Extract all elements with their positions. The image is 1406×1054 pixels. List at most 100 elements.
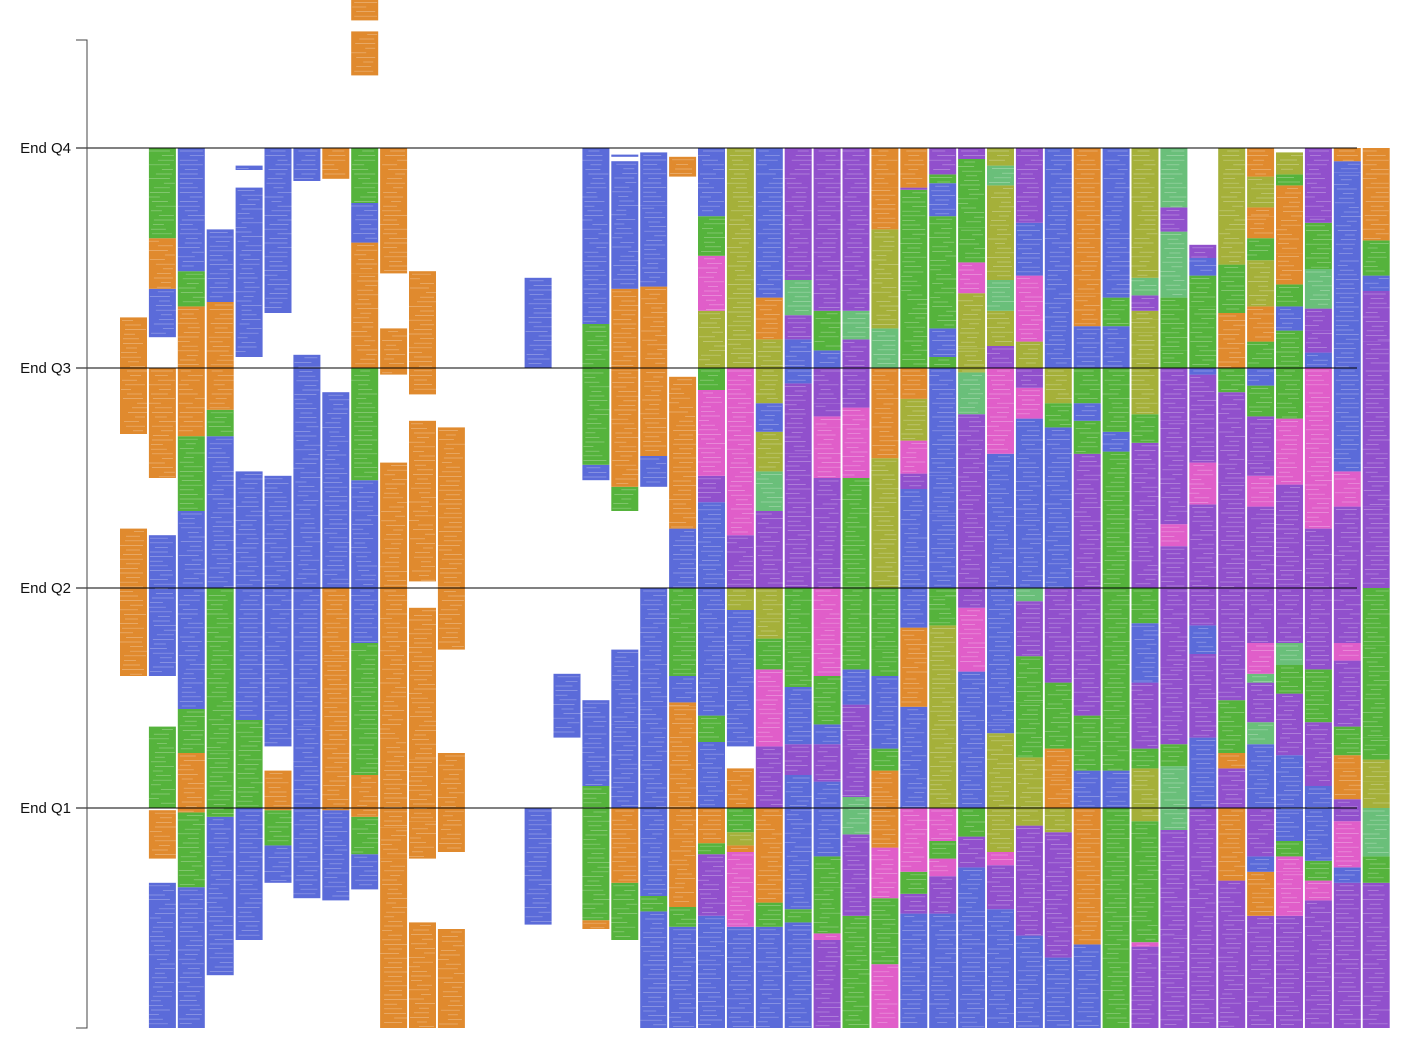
- bar-column-9: [351, 0, 379, 890]
- bar-segment: [871, 748, 899, 771]
- bar-segment: [842, 148, 870, 311]
- bar-segment: [958, 836, 986, 868]
- bar-segment: [755, 926, 783, 1028]
- bar-segment: [900, 627, 928, 676]
- bar-column-24: [784, 148, 812, 1028]
- bar-segment: [582, 700, 610, 731]
- bar-segment: [813, 744, 841, 782]
- bar-segment: [958, 293, 986, 349]
- bar-segment: [1044, 368, 1072, 404]
- bar-segment: [293, 354, 321, 588]
- bar-segment: [669, 702, 697, 707]
- bar-segment: [813, 403, 841, 417]
- bar-segment: [611, 882, 639, 940]
- bar-segment: [987, 865, 1014, 910]
- bar-segment: [958, 372, 986, 415]
- bar-segment: [351, 588, 379, 643]
- bar-segment: [726, 852, 754, 927]
- bar-segment: [784, 383, 812, 454]
- bar-segment: [611, 486, 639, 511]
- bar-column-20: [669, 156, 697, 1028]
- bar-segment: [958, 148, 986, 159]
- bar-segment: [958, 867, 986, 1028]
- bar-segment: [698, 915, 725, 1028]
- bar-segment: [726, 808, 754, 833]
- bar-segment: [1015, 387, 1043, 419]
- bar-segment: [351, 273, 379, 368]
- bar-segment: [755, 297, 783, 340]
- bar-segment: [784, 775, 812, 910]
- bar-segment: [784, 280, 812, 316]
- bar-segment: [206, 302, 234, 368]
- bar-segment: [784, 339, 812, 368]
- bar-column-5: [235, 165, 263, 940]
- bar-column-18: [611, 154, 639, 940]
- bar-segment: [929, 808, 957, 841]
- bar-segment: [698, 502, 725, 588]
- bar-segment: [958, 368, 986, 373]
- bar-column-17: [582, 148, 610, 929]
- bar-segment: [755, 148, 783, 298]
- bar-segment: [784, 588, 812, 650]
- bar-segment: [293, 808, 321, 899]
- bar-segment: [409, 607, 436, 760]
- bar-segment: [1015, 517, 1043, 588]
- bar-segment: [148, 882, 176, 1028]
- bar-segment: [900, 893, 928, 914]
- bar-segment: [929, 596, 957, 626]
- bar-segment: [871, 458, 899, 588]
- bar-segment: [929, 183, 957, 217]
- bar-segment: [1015, 418, 1043, 518]
- bar-segment: [900, 588, 928, 628]
- bar-segment: [293, 588, 321, 727]
- bar-segment: [813, 148, 841, 311]
- bar-segment: [206, 436, 234, 588]
- bar-segment: [322, 658, 350, 811]
- bar-segment: [813, 808, 841, 857]
- bar-segment: [322, 392, 350, 588]
- bar-segment: [900, 473, 928, 489]
- bar-segment: [871, 847, 899, 899]
- bar-segment: [148, 368, 176, 478]
- bar-segment: [235, 808, 263, 940]
- bar-segment: [206, 409, 234, 437]
- bar-segment: [987, 722, 1014, 734]
- bar-segment: [726, 926, 754, 1028]
- bar-segment: [698, 216, 725, 256]
- bar-segment: [669, 376, 697, 529]
- bar-column-6: [264, 148, 292, 883]
- bar-segment: [669, 156, 697, 177]
- bar-segment: [929, 174, 957, 184]
- bar-segment: [900, 489, 928, 588]
- bar-segment: [813, 588, 841, 628]
- bar-segment: [842, 669, 870, 705]
- bar-segment: [380, 858, 408, 1028]
- bar-segment: [611, 370, 639, 487]
- bar-segment: [437, 929, 465, 1028]
- bar-column-11: [409, 271, 436, 1028]
- bar-segment: [553, 673, 581, 738]
- bar-segment: [235, 720, 263, 808]
- bar-column-19: [640, 152, 668, 1028]
- bar-segment: [669, 926, 697, 1028]
- bar-segment: [120, 528, 147, 676]
- bar-segment: [120, 317, 147, 434]
- bar-segment: [871, 649, 899, 676]
- bar-segment: [669, 706, 697, 839]
- bar-segment: [1015, 757, 1043, 808]
- bar-segment: [929, 368, 957, 476]
- bar-segment: [755, 403, 783, 432]
- bar-segment: [813, 350, 841, 368]
- bar-segment: [351, 480, 379, 588]
- bar-segment: [1015, 808, 1043, 826]
- bar-segment: [958, 808, 986, 819]
- bar-segment: [1044, 291, 1072, 368]
- bar-segment: [929, 588, 957, 597]
- bar-segment: [784, 687, 812, 745]
- bar-segment: [987, 733, 1014, 808]
- bar-segment: [755, 511, 783, 588]
- bar-segment: [842, 704, 870, 747]
- bar-segment: [235, 588, 263, 720]
- bar-segment: [900, 676, 928, 707]
- bar-column-31: [987, 148, 1014, 1028]
